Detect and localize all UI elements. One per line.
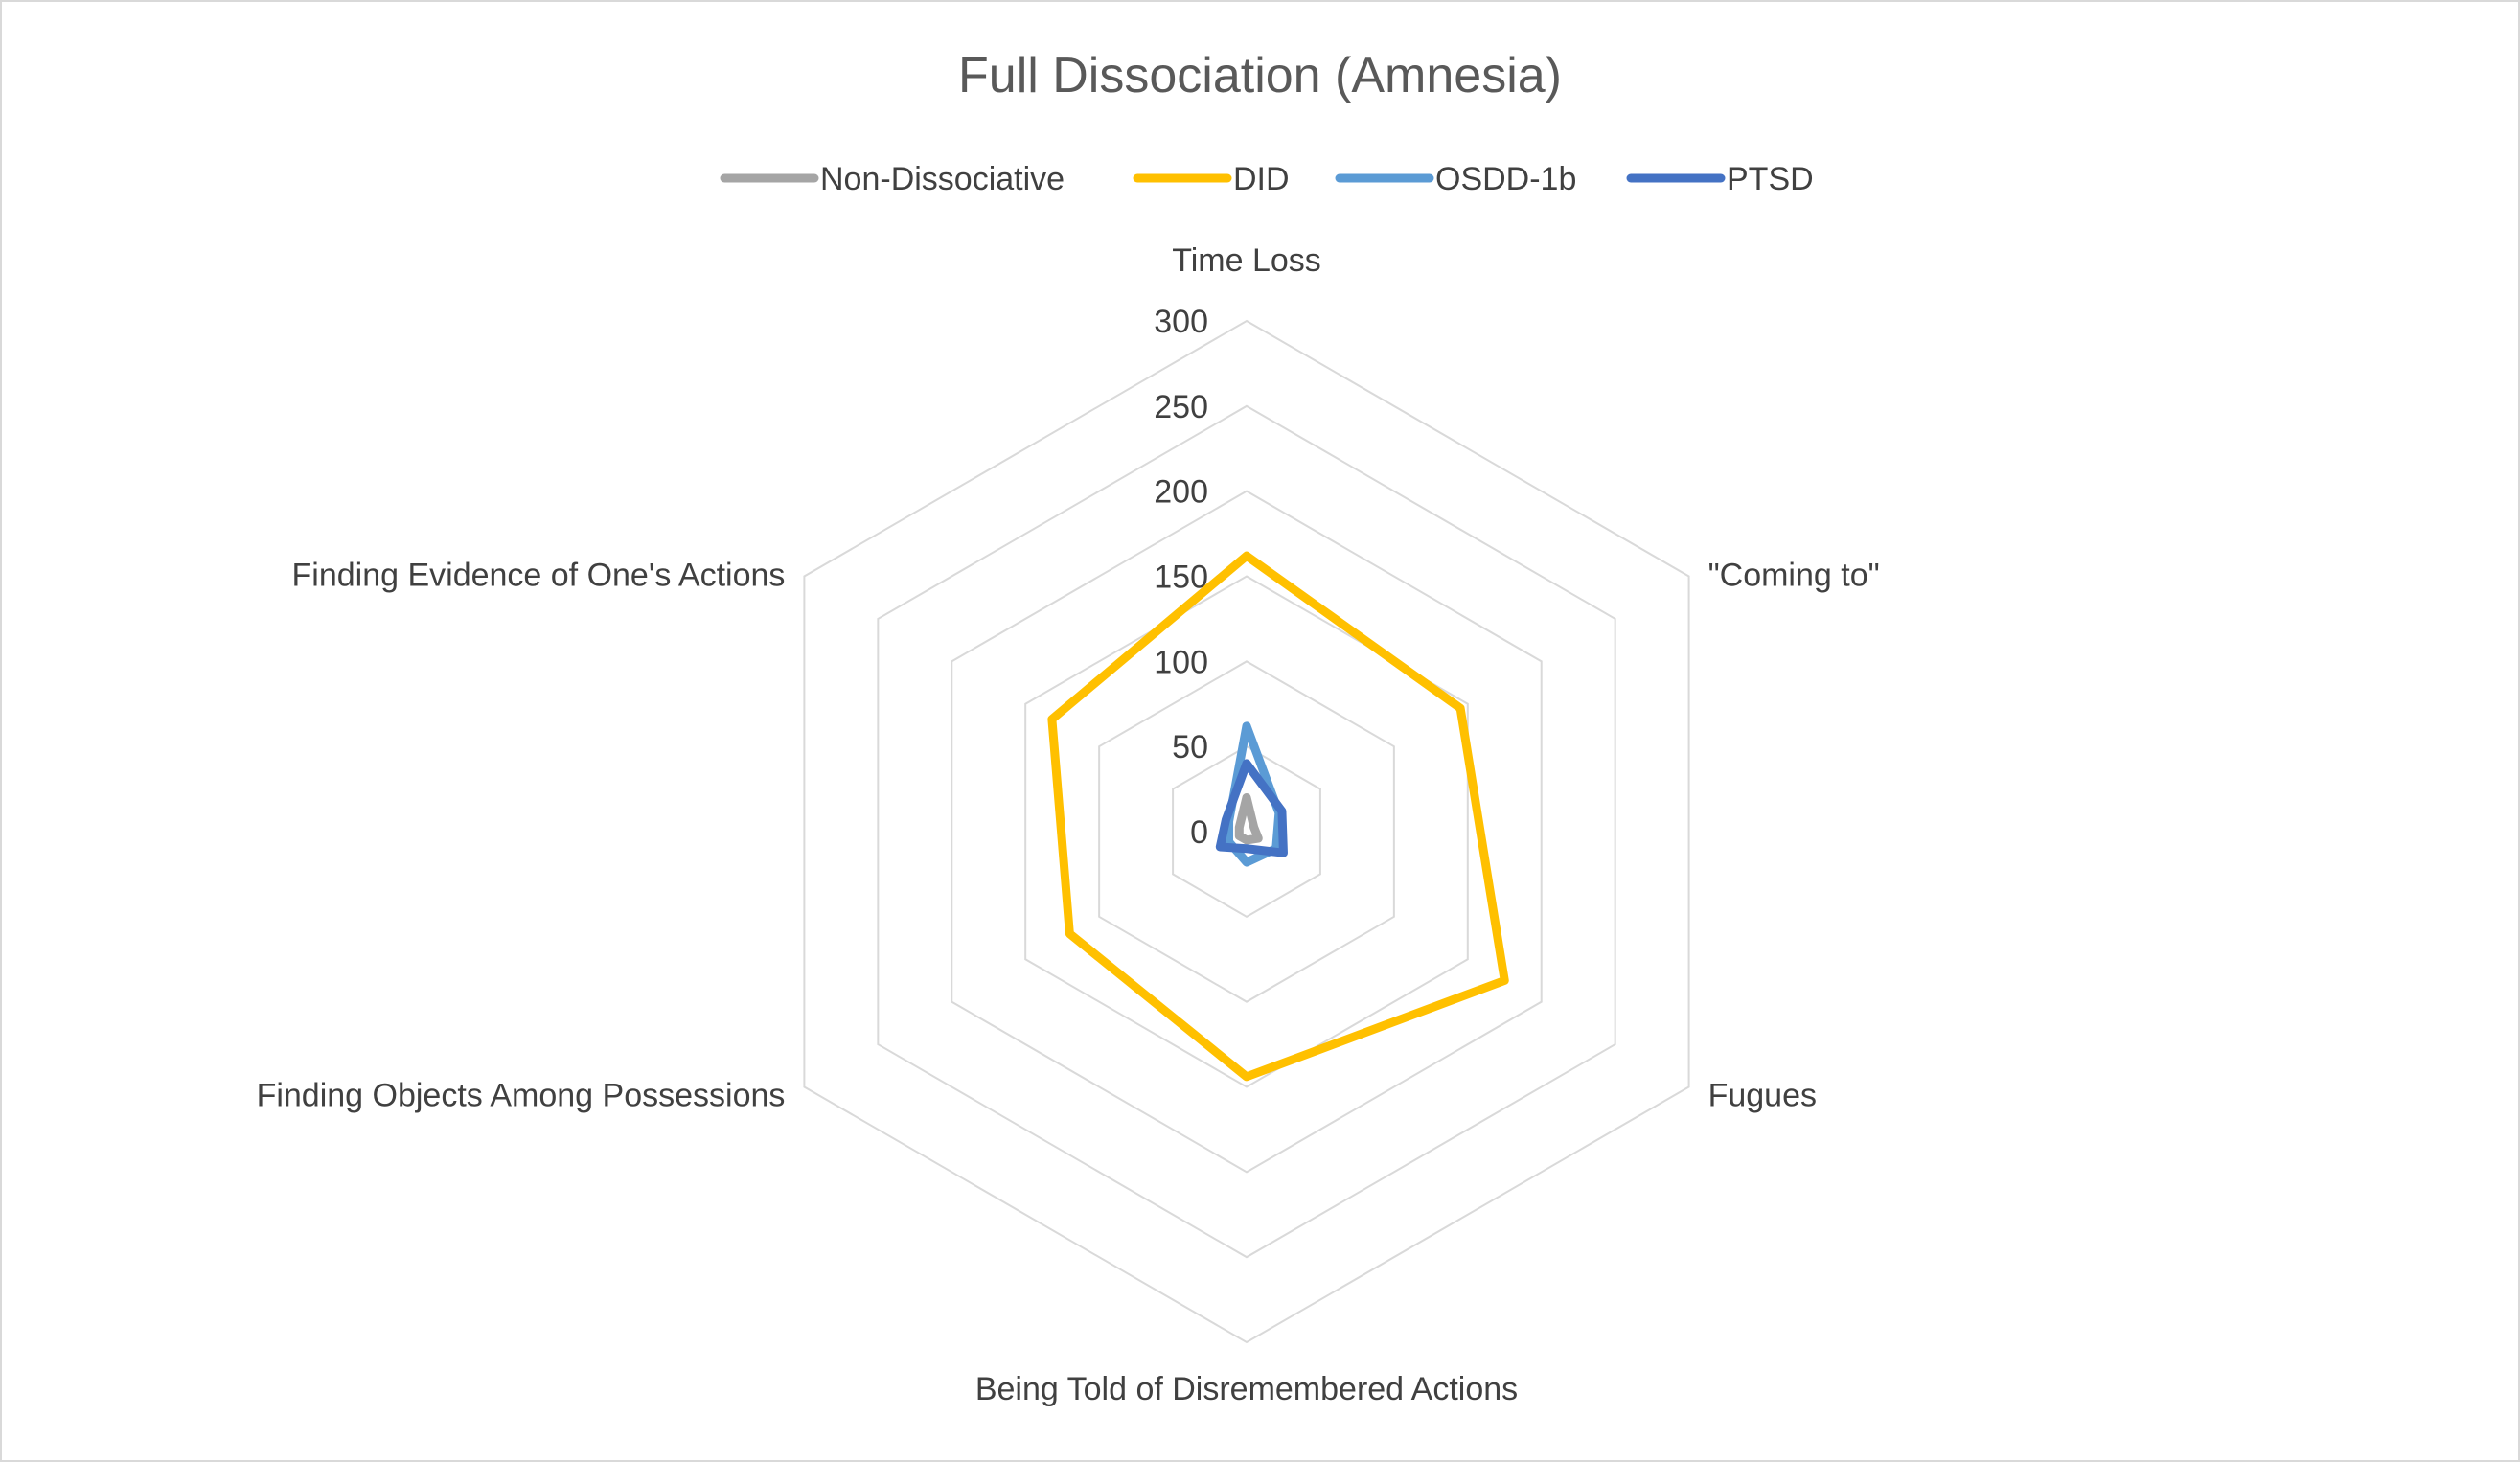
grid-ring — [877, 404, 1616, 1259]
category-labels: Time Loss "Coming to" Fugues Being Told of … — [257, 242, 1880, 1407]
category-label: "Coming to" — [1708, 558, 1880, 594]
tick-label: 300 — [1154, 304, 1208, 340]
chart-title: Full Dissociation (Amnesia) — [958, 48, 1562, 103]
category-label: Time Loss — [1172, 242, 1321, 279]
grid-ring — [1172, 745, 1321, 918]
category-label: Being Told of Disremembered Actions — [975, 1371, 1518, 1407]
grid-ring — [803, 319, 1690, 1344]
grid-ring — [951, 490, 1543, 1174]
tick-label: 200 — [1154, 474, 1208, 511]
series-line — [1215, 759, 1288, 857]
legend-label: PTSD — [1727, 161, 1814, 197]
tick-label: 0 — [1190, 814, 1208, 851]
legend-label: Non-Dissociative — [820, 161, 1065, 197]
legend: Non-Dissociative DID OSDD-1b PTSD — [720, 161, 1814, 197]
series-line — [1047, 551, 1509, 1082]
category-label: Fugues — [1708, 1078, 1817, 1114]
series-line — [1234, 792, 1263, 845]
tick-label: 100 — [1154, 644, 1208, 680]
series-lines — [1047, 551, 1509, 1082]
tick-label: 150 — [1154, 560, 1208, 596]
legend-label: DID — [1233, 161, 1290, 197]
grid-ring — [1098, 660, 1395, 1003]
grid-ring — [1024, 575, 1469, 1088]
category-label: Finding Objects Among Possessions — [257, 1078, 786, 1114]
tick-label: 250 — [1154, 389, 1208, 425]
category-label: Finding Evidence of One's Actions — [292, 558, 786, 594]
legend-label: OSDD-1b — [1435, 161, 1576, 197]
radial-tick-labels: 0 50 100 150 200 250 300 — [1154, 304, 1208, 851]
tick-label: 50 — [1172, 729, 1208, 765]
radar-grid — [803, 319, 1690, 1344]
